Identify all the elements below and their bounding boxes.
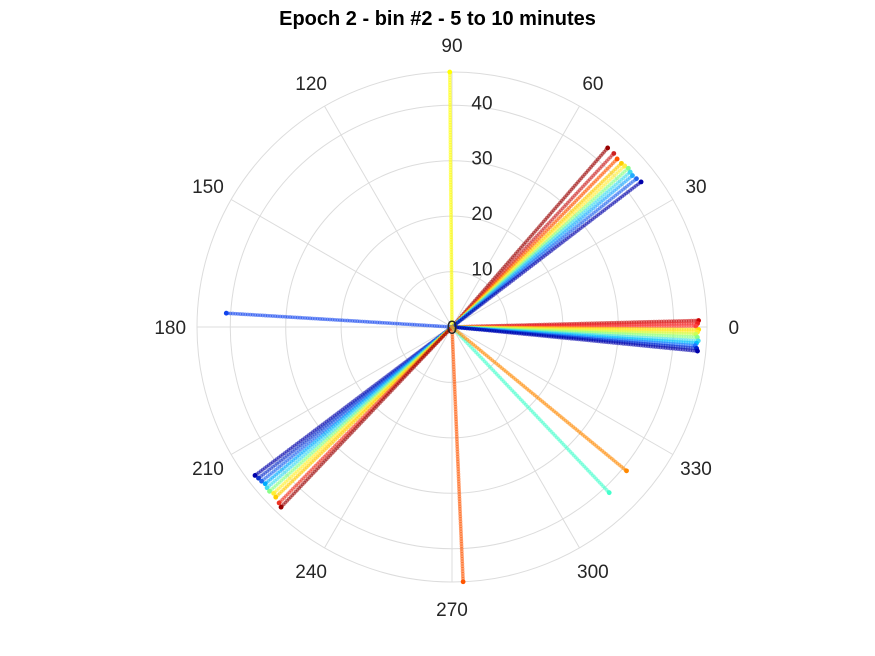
series-end-point — [611, 151, 617, 156]
series-end-point — [223, 310, 229, 316]
series-end-point — [693, 323, 699, 329]
theta-grid-line-120 — [324, 105, 453, 328]
series-end-point — [630, 173, 635, 178]
series-11 — [450, 325, 700, 354]
series-end-point — [619, 160, 624, 166]
series-end-point — [605, 145, 611, 151]
series-end-point — [627, 169, 633, 175]
theta-tick-label: 330 — [680, 459, 712, 480]
theta-tick-label: 240 — [295, 562, 327, 583]
series-23 — [223, 310, 454, 329]
theta-tick-label: 150 — [192, 177, 224, 198]
theta-tick-label: 270 — [436, 600, 468, 621]
series-22 — [447, 69, 454, 329]
r-tick-label: 10 — [471, 260, 492, 281]
series-end-point — [276, 500, 282, 506]
series-end-point — [622, 163, 628, 169]
series-end-point — [271, 490, 277, 496]
theta-grid-line-240 — [324, 326, 453, 549]
series-end-point — [634, 176, 639, 182]
r-tick-label-zero: 0 — [447, 318, 458, 339]
r-tick-label: 30 — [471, 149, 492, 170]
series-end-point — [614, 156, 620, 162]
theta-tick-label: 90 — [441, 36, 462, 57]
series-21 — [450, 179, 644, 329]
series-end-point — [625, 165, 631, 171]
series-end-point — [259, 478, 264, 484]
theta-grid-line-300 — [451, 326, 580, 549]
theta-tick-label: 30 — [685, 177, 706, 198]
series-end-point — [460, 579, 466, 585]
series-end-point — [447, 69, 453, 75]
theta-tick-label: 180 — [154, 318, 186, 339]
series-end-point — [606, 490, 612, 496]
tick-labels: 0 30 60 90 120 150 180 210 240 270 300 330 10 20 30 40 0 — [154, 36, 739, 621]
theta-grid-line-150 — [230, 199, 453, 328]
theta-tick-label: 210 — [192, 459, 224, 480]
series-35 — [450, 325, 612, 496]
series-end-point — [256, 475, 261, 481]
series-end-point — [278, 504, 284, 510]
theta-grid-line-210 — [230, 326, 453, 455]
series-end-point — [624, 468, 629, 474]
series-end-point — [264, 485, 270, 491]
series-33 — [278, 325, 454, 510]
series-end-point — [638, 179, 644, 185]
series-end-point — [695, 348, 700, 354]
theta-tick-label: 60 — [582, 74, 603, 95]
theta-grid-line-330 — [451, 326, 674, 455]
theta-tick-label: 300 — [577, 562, 609, 583]
series-end-point — [252, 473, 258, 478]
theta-tick-label: 0 — [728, 318, 739, 339]
theta-tick-label: 120 — [295, 74, 327, 95]
chart-title: Epoch 2 - bin #2 - 5 to 10 minutes — [279, 8, 596, 30]
series-end-point — [273, 494, 279, 500]
series-36 — [450, 325, 629, 474]
series-end-point — [262, 481, 268, 487]
r-tick-label: 40 — [471, 93, 492, 114]
theta-grid-line-30 — [451, 199, 674, 328]
data-series-group — [223, 69, 702, 585]
theta-grid-line-60 — [451, 105, 580, 328]
series-34 — [450, 325, 466, 585]
series-end-point — [267, 488, 272, 494]
r-tick-label: 20 — [471, 204, 492, 225]
